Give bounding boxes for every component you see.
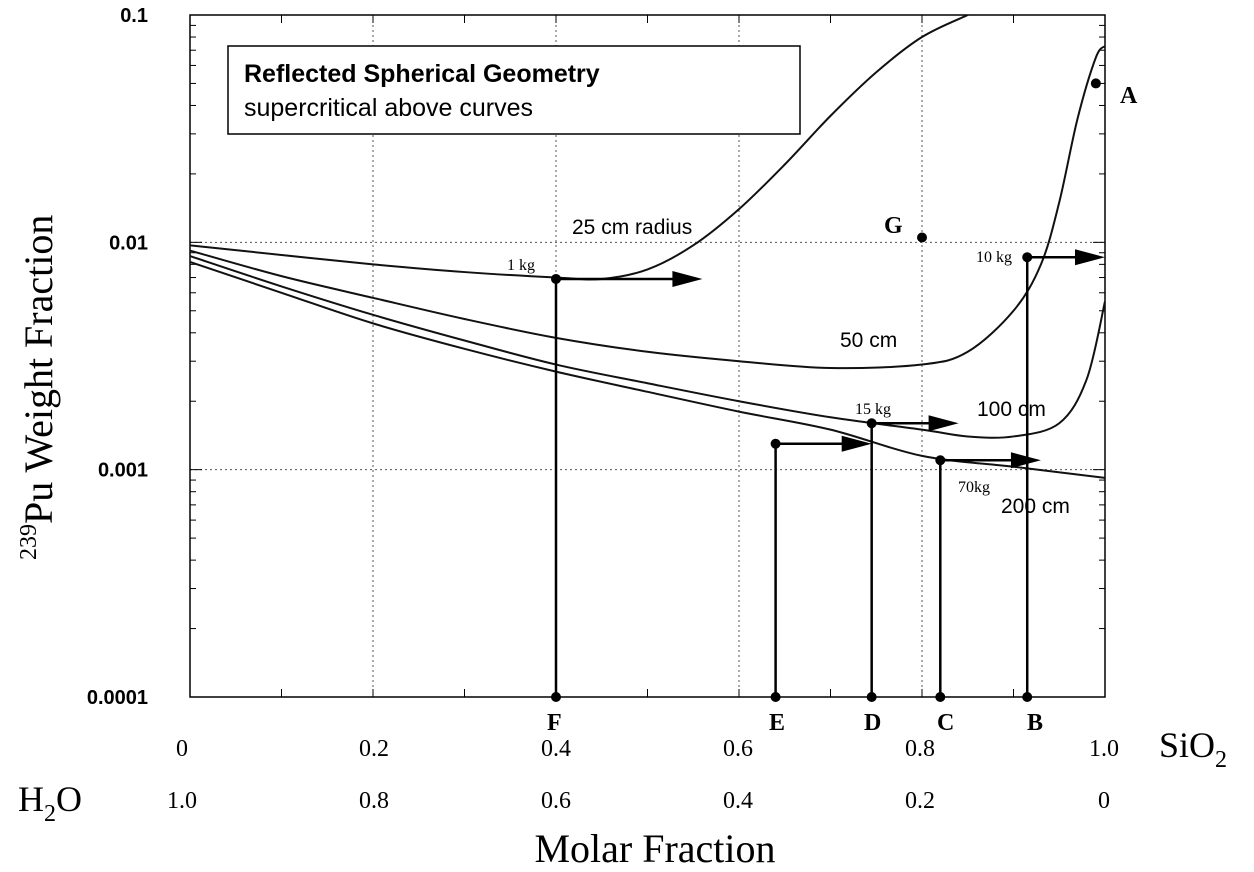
annotation-15kg: 15 kg bbox=[855, 401, 891, 418]
point-label-F: F bbox=[547, 710, 562, 736]
series-label-200cm: 200 cm bbox=[1001, 495, 1070, 518]
marker-dot bbox=[551, 273, 561, 284]
point-dot-C bbox=[935, 692, 946, 702]
point-dot-G bbox=[917, 232, 927, 243]
y-axis-title: 239Pu Weight Fraction bbox=[16, 215, 61, 560]
sio2-axis-label: SiO2 bbox=[1159, 725, 1227, 773]
series-line bbox=[190, 15, 969, 281]
marker-dot bbox=[1022, 252, 1033, 263]
point-dot-E bbox=[770, 692, 781, 702]
point-label-D: D bbox=[864, 710, 881, 736]
sio2-tick-label: 0.4 bbox=[541, 736, 571, 762]
arrow-head bbox=[928, 415, 959, 432]
h2o-axis-label: H2O bbox=[18, 779, 82, 827]
point-label-E: E bbox=[769, 710, 785, 736]
sio2-tick-label: 0.6 bbox=[723, 736, 753, 762]
y-tick-label: 0.01 bbox=[109, 232, 148, 254]
series-label-25cm: 25 cm radius bbox=[572, 216, 692, 239]
h2o-tick-label: 0.4 bbox=[723, 788, 753, 814]
marker-dot bbox=[770, 438, 781, 449]
point-dot-A bbox=[1090, 78, 1101, 89]
h2o-tick-label: 1.0 bbox=[167, 788, 197, 814]
point-dot-D bbox=[866, 692, 877, 702]
point-dot-B bbox=[1022, 692, 1033, 702]
sio2-tick-label: 0.2 bbox=[359, 736, 389, 762]
title-box bbox=[227, 45, 801, 135]
sio2-tick-label: 0 bbox=[176, 736, 188, 762]
arrows bbox=[556, 249, 1105, 469]
point-label-G: G bbox=[884, 213, 903, 239]
series-label-100cm: 100 cm bbox=[977, 398, 1046, 421]
drop-lines bbox=[554, 257, 1029, 697]
chart-title: Reflected Spherical Geometry bbox=[244, 60, 600, 88]
annotation-1kg: 1 kg bbox=[507, 257, 535, 274]
point-dot-F bbox=[551, 692, 561, 702]
point-label-B: B bbox=[1027, 710, 1043, 736]
series-label-50cm: 50 cm bbox=[840, 329, 897, 352]
point-label-A: A bbox=[1120, 83, 1138, 109]
y-tick-label: 0.0001 bbox=[87, 687, 148, 709]
h2o-tick-label: 0 bbox=[1098, 788, 1110, 814]
arrow-head bbox=[1075, 249, 1105, 266]
h2o-tick-label: 0.2 bbox=[905, 788, 935, 814]
markers bbox=[551, 78, 1101, 702]
h2o-tick-label: 0.8 bbox=[359, 788, 389, 814]
annotation-10kg: 10 kg bbox=[976, 249, 1012, 266]
point-label-C: C bbox=[937, 710, 954, 736]
chart-subtitle: supercritical above curves bbox=[244, 94, 533, 122]
arrow-head bbox=[672, 270, 703, 287]
series-line bbox=[190, 255, 1105, 439]
marker-dot bbox=[935, 455, 946, 466]
y-tick-label: 0.1 bbox=[120, 5, 148, 27]
series-line bbox=[190, 260, 1105, 479]
arrow-head bbox=[1010, 452, 1041, 469]
y-tick-label: 0.001 bbox=[98, 460, 148, 482]
x-axis-title: Molar Fraction bbox=[534, 826, 775, 871]
series-line bbox=[190, 45, 1105, 370]
sio2-tick-label: 0.8 bbox=[905, 736, 935, 762]
sio2-tick-label: 1.0 bbox=[1089, 736, 1119, 762]
annotation-70kg: 70kg bbox=[958, 479, 990, 496]
marker-dot bbox=[866, 418, 877, 429]
y-axis: 0.0001 0.001 0.01 0.1 bbox=[87, 5, 1106, 709]
arrow-head bbox=[841, 435, 872, 452]
h2o-tick-label: 0.6 bbox=[541, 788, 571, 814]
